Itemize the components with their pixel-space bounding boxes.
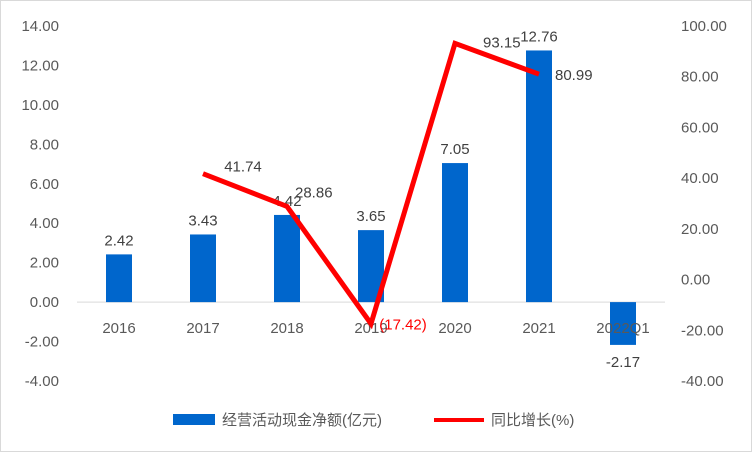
left-tick-label: 12.00 bbox=[21, 57, 59, 74]
left-axis: -4.00 -2.00 0.00 2.00 4.00 6.00 8.00 10.00 12.00… bbox=[21, 18, 59, 390]
right-tick-label: -40.00 bbox=[681, 373, 724, 390]
bar bbox=[442, 163, 468, 303]
left-tick-label: 14.00 bbox=[21, 18, 59, 35]
category-label: 2018 bbox=[270, 320, 303, 337]
bar bbox=[610, 302, 636, 345]
right-axis: -40.00 -20.00 0.00 20.00 40.00 60.00 80.00 100.… bbox=[681, 18, 727, 390]
right-tick-label: -20.00 bbox=[681, 322, 724, 339]
legend-label-line: 同比增长(%) bbox=[491, 412, 574, 429]
growth-line bbox=[202, 40, 540, 330]
bar-data-label: 3.43 bbox=[188, 212, 217, 229]
legend: 经营活动现金净额(亿元) 同比增长(%) bbox=[173, 412, 574, 429]
legend-label-bar: 经营活动现金净额(亿元) bbox=[222, 412, 382, 429]
category-label: 2019 bbox=[354, 320, 387, 337]
left-tick-label: 8.00 bbox=[30, 136, 59, 153]
left-tick-label: 0.00 bbox=[30, 294, 59, 311]
line-data-label: 41.74 bbox=[224, 159, 262, 176]
category-label: 2020 bbox=[438, 320, 471, 337]
line-data-label: (17.42) bbox=[379, 317, 427, 334]
left-tick-label: 2.00 bbox=[30, 255, 59, 272]
line-data-label: 80.99 bbox=[555, 67, 593, 84]
bar-data-label: -2.17 bbox=[606, 354, 640, 371]
left-tick-label: -2.00 bbox=[25, 334, 59, 351]
line-data-label: 28.86 bbox=[295, 184, 333, 201]
line-series bbox=[202, 40, 540, 330]
bar-series bbox=[106, 50, 636, 345]
bar bbox=[190, 234, 216, 303]
right-tick-label: 100.00 bbox=[681, 18, 727, 35]
bar-data-label: 12.76 bbox=[520, 28, 558, 45]
category-axis: 2016 2017 2018 2019 2020 2021 2022Q1 bbox=[102, 320, 649, 337]
left-tick-label: -4.00 bbox=[25, 373, 59, 390]
bar bbox=[274, 214, 300, 303]
right-tick-label: 40.00 bbox=[681, 170, 719, 187]
bar bbox=[106, 254, 132, 303]
bar bbox=[526, 50, 552, 303]
line-data-labels: 41.74 28.86 (17.42) 93.15 80.99 bbox=[224, 34, 592, 333]
left-tick-label: 4.00 bbox=[30, 215, 59, 232]
category-label: 2017 bbox=[186, 320, 219, 337]
category-label: 2021 bbox=[522, 320, 555, 337]
category-label: 2016 bbox=[102, 320, 135, 337]
bar-data-label: 3.65 bbox=[356, 208, 385, 225]
right-tick-label: 0.00 bbox=[681, 272, 710, 289]
right-tick-label: 20.00 bbox=[681, 221, 719, 238]
left-tick-label: 10.00 bbox=[21, 97, 59, 114]
right-tick-label: 60.00 bbox=[681, 119, 719, 136]
left-tick-label: 6.00 bbox=[30, 176, 59, 193]
bar-data-label: 7.05 bbox=[440, 141, 469, 158]
bar-data-label: 2.42 bbox=[104, 232, 133, 249]
legend-swatch-bar bbox=[173, 414, 215, 425]
right-tick-label: 80.00 bbox=[681, 69, 719, 86]
line-data-label: 93.15 bbox=[483, 34, 521, 51]
category-label: 2022Q1 bbox=[596, 320, 649, 337]
